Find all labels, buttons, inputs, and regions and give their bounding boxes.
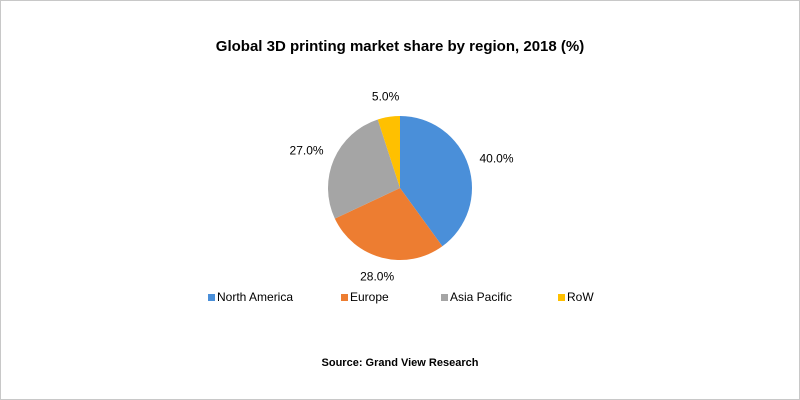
chart-title: Global 3D printing market share by regio… — [216, 38, 584, 55]
data-label: 28.0% — [360, 269, 394, 283]
legend-swatch — [341, 294, 348, 301]
data-label: 5.0% — [372, 89, 400, 103]
pie-slice — [400, 116, 472, 247]
legend-label: North America — [217, 290, 293, 304]
pie-slice — [327, 119, 400, 219]
data-label: 27.0% — [290, 144, 324, 158]
pie-slice — [377, 116, 400, 188]
legend-label: RoW — [567, 290, 594, 304]
legend-swatch — [558, 294, 565, 301]
legend-swatch — [208, 294, 215, 301]
pie-slice — [334, 188, 443, 260]
legend-label: Europe — [350, 290, 389, 304]
legend-swatch — [441, 294, 448, 301]
legend-label: Asia Pacific — [450, 290, 512, 304]
data-label: 40.0% — [479, 152, 513, 166]
source: Source: Grand View Research — [322, 357, 479, 369]
